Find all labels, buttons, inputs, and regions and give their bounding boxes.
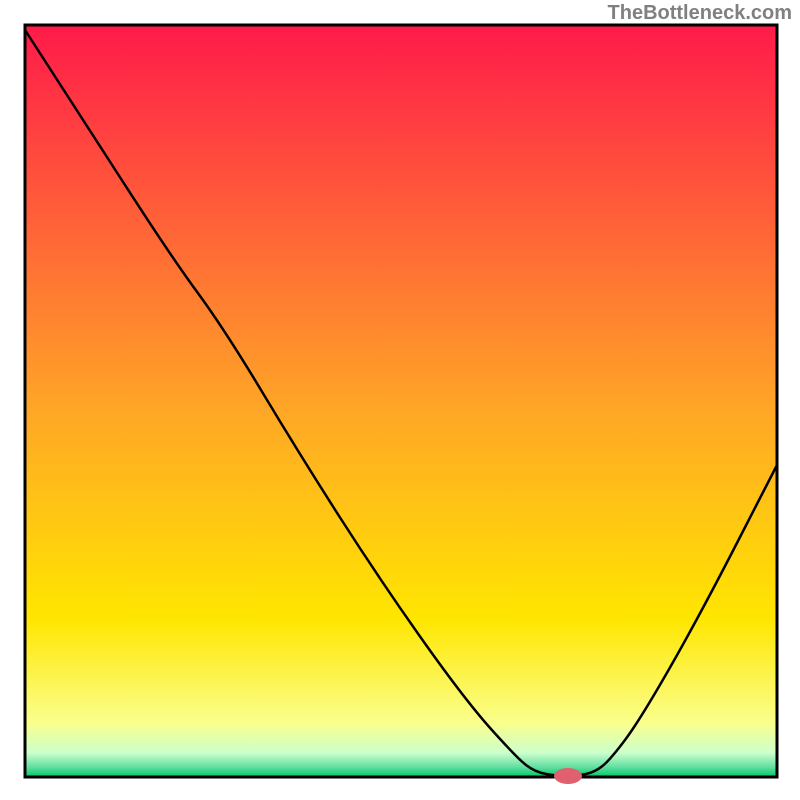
chart-frame: TheBottleneck.com (0, 0, 800, 800)
bottleneck-chart-svg (0, 0, 800, 800)
plot-background (25, 25, 777, 777)
optimum-marker-pill (554, 768, 582, 784)
